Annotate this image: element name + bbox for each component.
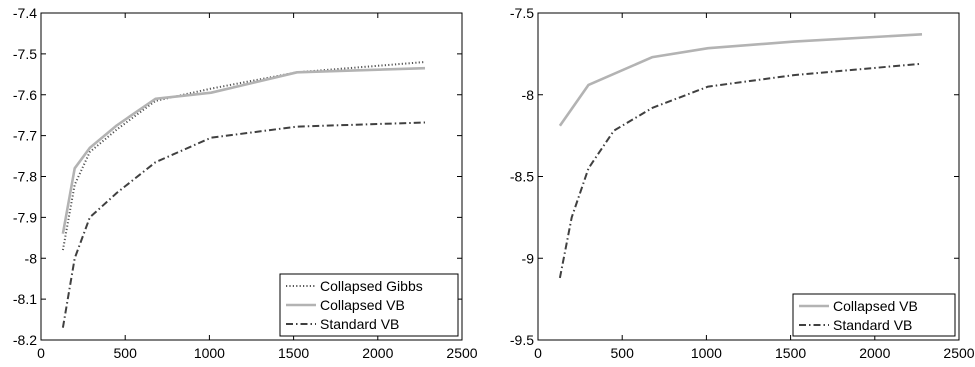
y-tick-label: -9.5 [510,332,534,348]
legend-label: Collapsed VB [833,298,918,314]
series-line-standard-vb [558,62,923,279]
x-tick-label: 0 [37,345,45,361]
y-tick-label: -7.4 [13,5,37,21]
series-line-standard-vb [61,121,426,328]
series-line-collapsed-gibbs [61,61,426,251]
legend: Collapsed VB Standard VB [792,293,956,337]
chart-1: 0 500 1000 1500 2000 2500 -7.4 -7.5 -7.6 -7.7 -7.8… [13,5,478,361]
y-tick-label: -8 [522,87,535,103]
x-tick-label: 500 [611,345,635,361]
x-tick-label: 1000 [691,345,722,361]
y-tick-label: -7.5 [13,46,37,62]
legend-label: Collapsed VB [320,297,405,313]
y-tick-label: -8.2 [13,332,37,348]
x-tick-label: 2000 [859,345,890,361]
y-tick-label: -7.7 [13,128,37,144]
series-line-collapsed-vb [61,66,426,234]
x-tick-label: 1500 [775,345,806,361]
y-tick-label: -8 [25,250,38,266]
x-tick-label: 1000 [194,345,225,361]
chart-2: 0 500 1000 1500 2000 2500 -7.5 -8 -8.5 -9 -9.5 Coll… [510,5,975,361]
x-tick-label: 500 [114,345,138,361]
y-tick-label: -8.1 [13,291,37,307]
x-tick-label: 2500 [943,345,974,361]
y-tick-label: -7.9 [13,209,37,225]
plot-area [537,12,960,341]
series-line-collapsed-vb [558,33,923,127]
x-tick-label: 1500 [278,345,309,361]
legend: Collapsed Gibbs Collapsed VB Standard VB [279,273,459,337]
y-tick-label: -7.8 [13,169,37,185]
x-tick-label: 2500 [446,345,477,361]
y-tick-label: -7.6 [13,87,37,103]
y-tick-label: -9 [522,250,535,266]
legend-label: Collapsed Gibbs [320,278,423,294]
y-tick-label: -8.5 [510,169,534,185]
legend-label: Standard VB [320,316,399,332]
legend-label: Standard VB [833,317,912,333]
x-tick-label: 2000 [362,345,393,361]
y-tick-label: -7.5 [510,5,534,21]
x-tick-label: 0 [534,345,542,361]
legend-box [792,293,956,337]
